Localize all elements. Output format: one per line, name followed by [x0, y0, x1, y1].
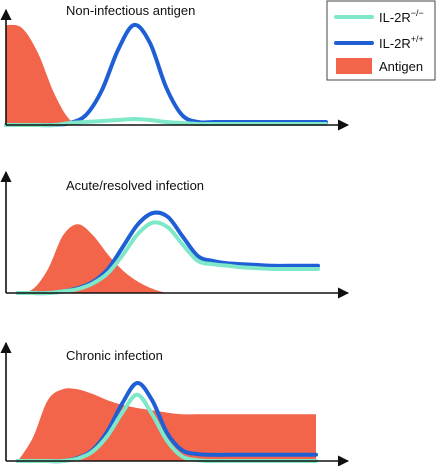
- legend: IL-2R−/− IL-2R+/+ Antigen: [326, 0, 436, 81]
- panel-chronic: Chronic infection: [0, 341, 350, 466]
- panel-title: Non-infectious antigen: [66, 3, 195, 18]
- legend-swatch-antigen: [336, 58, 372, 74]
- legend-label-il2r-wt: IL-2R+/+: [379, 34, 424, 51]
- panel-acute-resolved: Acute/resolved infection: [0, 170, 350, 299]
- legend-label-il2r-ko: IL-2R−/−: [379, 8, 424, 25]
- panel-non-infectious: Non-infectious antigen: [0, 3, 350, 131]
- series-area-antigen: [18, 388, 316, 461]
- series-area-antigen: [6, 24, 326, 126]
- panel-title: Chronic infection: [66, 348, 163, 363]
- panel-title: Acute/resolved infection: [66, 178, 204, 193]
- series-line-il2r_ko: [16, 220, 320, 296]
- series-area-antigen: [18, 224, 318, 294]
- legend-label-antigen: Antigen: [379, 59, 423, 74]
